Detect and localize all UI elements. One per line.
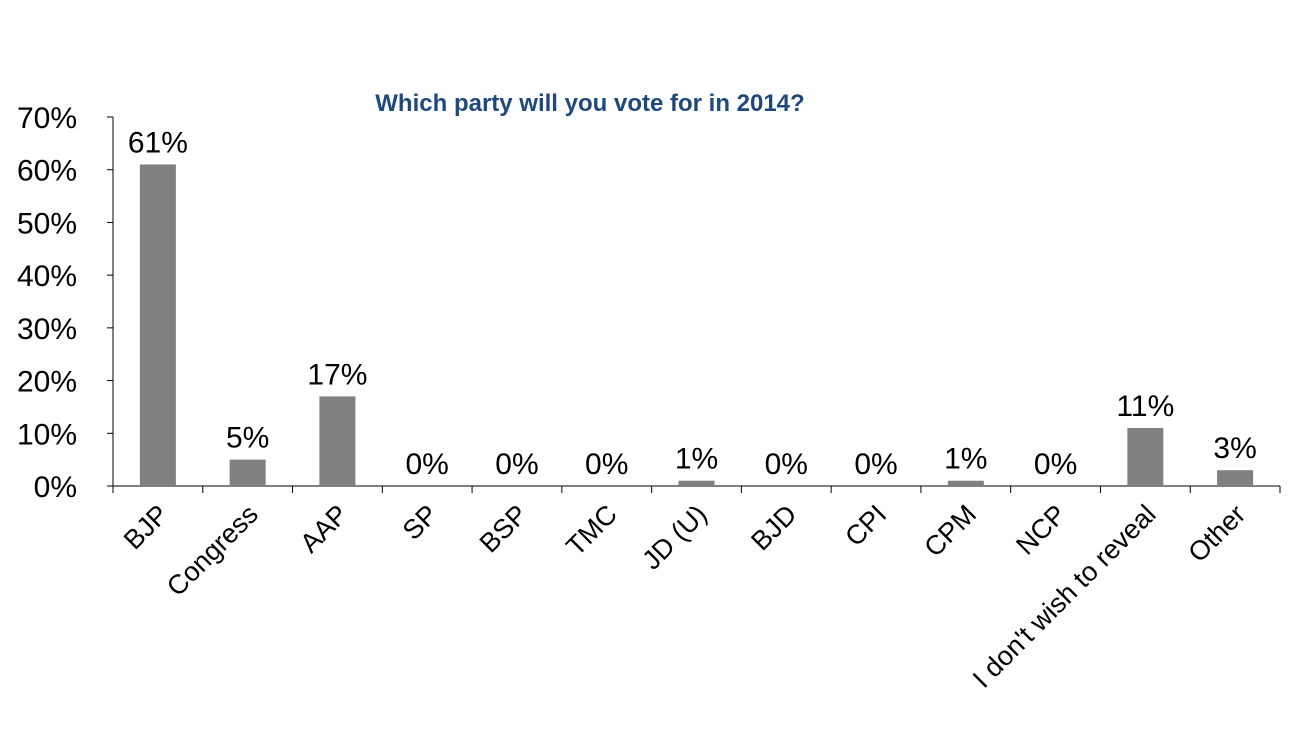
y-tick-label: 40% xyxy=(17,260,77,293)
bar xyxy=(1127,428,1164,486)
data-label: 1% xyxy=(675,443,718,476)
data-labels: 61% 5% 17% 0% 0% 0% 1% 0% 0% 1% 0% 11% 3% xyxy=(128,126,1257,481)
data-label: 61% xyxy=(128,126,188,159)
x-tick-label: TMC xyxy=(560,499,623,562)
bar xyxy=(947,480,984,486)
data-label: 0% xyxy=(854,448,897,481)
data-label: 0% xyxy=(765,448,808,481)
chart-title: Which party will you vote for in 2014? xyxy=(375,90,804,117)
data-label: 0% xyxy=(495,448,538,481)
y-tick-label: 10% xyxy=(17,418,77,451)
bar xyxy=(139,164,176,486)
x-tick-label: NCP xyxy=(1010,499,1072,561)
data-label: 3% xyxy=(1213,432,1256,465)
y-tick-label: 20% xyxy=(17,366,77,399)
y-tick-label: 50% xyxy=(17,207,77,240)
data-label: 0% xyxy=(406,448,449,481)
data-label: 17% xyxy=(307,358,367,391)
x-tick-label: BJP xyxy=(118,499,174,555)
data-label: 11% xyxy=(1116,390,1174,423)
x-tick-label: BJD xyxy=(745,499,802,556)
bar xyxy=(678,480,715,486)
data-label: 0% xyxy=(585,448,628,481)
y-tick-label: 0% xyxy=(34,471,77,504)
data-label: 0% xyxy=(1034,448,1077,481)
x-tick-label: CPI xyxy=(839,499,892,552)
x-tick-label: SP xyxy=(397,499,444,546)
bar xyxy=(1217,470,1254,486)
x-tick-label: Congress xyxy=(161,499,264,602)
x-tick-label: CPM xyxy=(918,499,982,563)
bar xyxy=(319,396,356,486)
data-label: 5% xyxy=(226,422,269,455)
x-tick-label: Other xyxy=(1182,499,1251,568)
y-tick-label: 70% xyxy=(17,102,77,135)
bars xyxy=(139,164,1254,486)
bar xyxy=(229,459,266,486)
data-label: 1% xyxy=(944,443,987,476)
x-tick-label: AAP xyxy=(294,499,353,558)
x-tick-label: JD (U) xyxy=(636,499,712,575)
x-tick-label: I don't wish to reveal xyxy=(967,499,1162,694)
x-tick-label: BSP xyxy=(474,499,533,558)
axes: 0% 10% 20% 30% 40% 50% 60% 70% xyxy=(17,102,1281,504)
y-tick-label: 30% xyxy=(17,313,77,346)
y-tick-label: 60% xyxy=(17,155,77,188)
